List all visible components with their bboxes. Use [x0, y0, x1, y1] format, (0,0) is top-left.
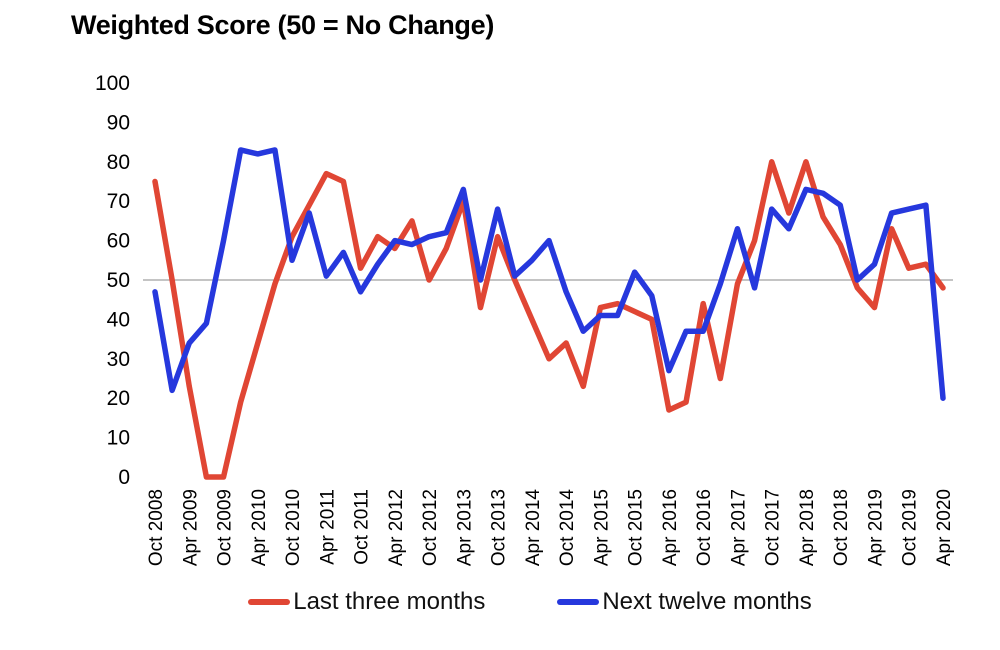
y-tick-label: 0: [118, 466, 130, 489]
legend-swatch-next-twelve-months: [557, 599, 600, 605]
x-tick-label: Oct 2013: [489, 489, 510, 566]
x-tick-label: Apr 2012: [386, 489, 407, 566]
y-tick-label: 20: [107, 387, 130, 410]
x-tick-label: Oct 2008: [146, 489, 167, 566]
y-tick-label: 90: [107, 111, 130, 134]
x-tick-label: Oct 2018: [831, 489, 852, 566]
x-tick-label: Apr 2018: [797, 489, 818, 566]
x-tick-label: Apr 2013: [454, 489, 475, 566]
series-line-next-twelve-months: [152, 147, 946, 401]
x-tick-label: Apr 2014: [523, 489, 544, 567]
legend-item-last-three-months: Last three months: [248, 588, 485, 616]
x-tick-label: Oct 2012: [420, 489, 441, 566]
x-tick-label: Oct 2014: [557, 489, 578, 567]
x-tick-label: Oct 2010: [283, 489, 304, 566]
x-tick-label: Apr 2019: [865, 489, 886, 566]
series-line-last-three-months: [152, 159, 946, 480]
x-tick-label: Oct 2009: [215, 489, 236, 566]
legend-label-last-three-months: Last three months: [293, 588, 486, 615]
x-tick-label: Apr 2009: [180, 489, 201, 566]
y-tick-label: 100: [95, 72, 130, 95]
y-tick-label: 30: [107, 348, 130, 371]
y-tick-label: 60: [107, 230, 130, 253]
x-tick-label: Apr 2010: [249, 489, 270, 566]
x-tick-label: Apr 2017: [728, 489, 749, 566]
y-tick-label: 80: [107, 151, 130, 174]
x-tick-label: Apr 2011: [317, 489, 338, 565]
y-tick-label: 40: [107, 308, 130, 331]
x-tick-label: Oct 2017: [763, 489, 784, 566]
x-tick-label: Oct 2019: [900, 489, 921, 566]
chart-title: Weighted Score (50 = No Change): [71, 10, 495, 40]
legend-label-next-twelve-months: Next twelve months: [602, 588, 812, 615]
y-tick-label: 10: [107, 427, 130, 450]
y-tick-label: 50: [107, 269, 130, 292]
x-tick-label: Oct 2015: [626, 489, 647, 566]
y-tick-label: 70: [107, 190, 130, 213]
legend-item-next-twelve-months: Next twelve months: [557, 588, 812, 616]
x-tick-label: Apr 2015: [591, 489, 612, 566]
chart-legend: Last three months Next twelve months: [0, 588, 1000, 616]
x-tick-label: Oct 2016: [694, 489, 715, 566]
legend-swatch-last-three-months: [248, 599, 291, 605]
x-tick-label: Oct 2011: [352, 489, 373, 565]
x-tick-label: Apr 2020: [934, 489, 955, 566]
x-tick-label: Apr 2016: [660, 489, 681, 566]
